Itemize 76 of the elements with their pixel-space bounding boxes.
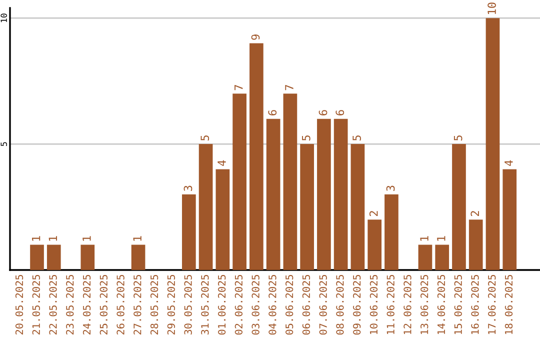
data-label: 4 <box>218 160 226 166</box>
x-tick-label: 05.06.2025 <box>285 274 294 335</box>
data-label: 3 <box>386 186 395 191</box>
x-tick-label: 03.06.2025 <box>252 274 260 335</box>
data-label: 1 <box>420 236 428 241</box>
x-tick-label: 28.05.2025 <box>150 274 158 334</box>
x-tick-label: 06.06.2025 <box>302 274 310 335</box>
data-label: 4 <box>504 160 513 166</box>
bar <box>452 144 466 270</box>
x-tick-label: 08.06.2025 <box>336 274 344 335</box>
x-tick-label: 25.05.2025 <box>100 274 108 334</box>
x-tick-label: 15.06.2025 <box>454 274 462 334</box>
x-tick-label: 24.05.2025 <box>82 274 91 334</box>
data-label: 1 <box>32 236 40 241</box>
bar <box>198 144 213 270</box>
x-tick-label: 31.05.2025 <box>201 274 209 335</box>
data-label: 2 <box>470 211 479 216</box>
bar <box>300 144 314 270</box>
data-label: 7 <box>234 85 243 90</box>
x-tick-label: 11.06.2025 <box>386 274 394 334</box>
x-tick-label: 02.06.2025 <box>234 274 243 335</box>
bar <box>350 144 365 270</box>
bar <box>266 118 280 270</box>
x-tick-label: 16.06.2025 <box>471 274 479 334</box>
x-tick-label: 14.06.2025 <box>437 274 446 334</box>
bar <box>468 220 483 270</box>
x-tick-label: 22.05.2025 <box>49 274 57 334</box>
data-label: 10 <box>488 2 496 14</box>
data-label: 5 <box>200 135 210 140</box>
data-label: 5 <box>454 135 462 140</box>
data-label: 7 <box>285 85 294 90</box>
bar <box>250 43 264 270</box>
bar <box>216 169 230 270</box>
bar <box>283 94 298 270</box>
data-label: 6 <box>336 110 344 116</box>
x-tick-label: 12.06.2025 <box>404 274 412 334</box>
x-tick-label: 04.06.2025 <box>268 274 276 335</box>
x-tick-label: 21.05.2025 <box>32 274 40 334</box>
x-tick-label: 18.06.2025 <box>504 274 513 334</box>
data-label: 5 <box>302 135 310 140</box>
bar <box>486 18 500 270</box>
x-tick-label: 10.06.2025 <box>370 274 378 334</box>
x-tick-label: 07.06.2025 <box>319 274 327 335</box>
data-label: 6 <box>318 110 328 116</box>
bar <box>131 244 146 270</box>
bar <box>435 244 450 270</box>
bar <box>317 118 331 270</box>
data-label: 1 <box>437 236 446 241</box>
data-label: 3 <box>184 186 192 191</box>
bar <box>30 244 44 270</box>
data-label: 9 <box>251 34 260 40</box>
x-tick-label: 09.06.2025 <box>353 274 361 335</box>
x-tick-label: 27.05.2025 <box>134 274 142 334</box>
bar <box>502 169 517 270</box>
data-label: 1 <box>133 236 142 241</box>
bar <box>334 118 348 270</box>
bar <box>182 194 196 270</box>
bar <box>418 244 432 270</box>
bar <box>80 244 95 270</box>
data-label: 1 <box>82 236 91 241</box>
bar <box>232 94 246 270</box>
data-label: 2 <box>369 211 378 216</box>
x-tick-label: 20.05.2025 <box>15 274 24 334</box>
data-label: 1 <box>48 236 57 241</box>
bar <box>368 220 382 270</box>
data-label: 6 <box>268 110 277 116</box>
bar <box>384 194 398 270</box>
x-tick-label: 17.06.2025 <box>488 274 496 334</box>
x-tick-label: 13.06.2025 <box>420 274 428 334</box>
x-tick-label: 01.06.2025 <box>218 274 226 335</box>
x-tick-label: 29.05.2025 <box>167 274 176 334</box>
data-label: 5 <box>352 135 361 140</box>
x-tick-label: 26.05.2025 <box>116 274 124 334</box>
x-tick-label: 30.05.2025 <box>184 274 192 335</box>
bar <box>46 244 61 270</box>
x-tick-label: 23.05.2025 <box>66 274 74 334</box>
